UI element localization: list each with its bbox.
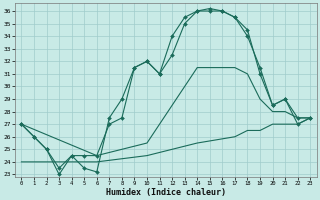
X-axis label: Humidex (Indice chaleur): Humidex (Indice chaleur) (106, 188, 226, 197)
